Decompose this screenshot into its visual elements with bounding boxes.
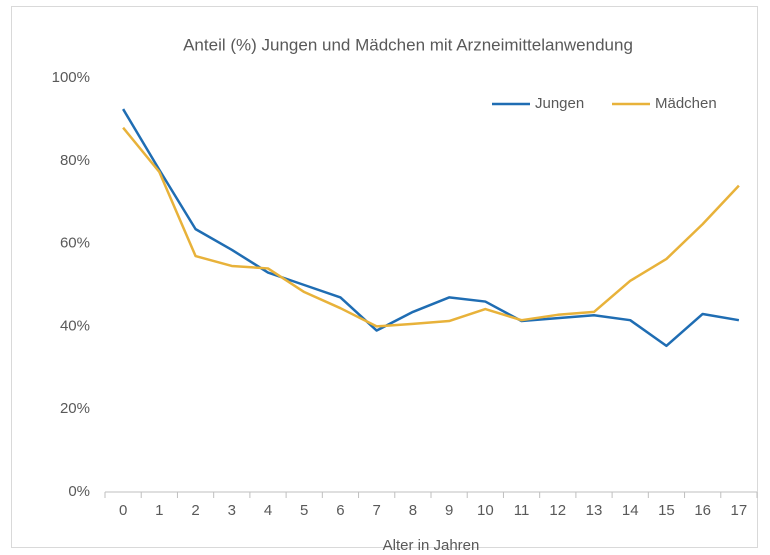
x-tick-label: 2 [191,502,199,519]
chart-frame [11,6,758,548]
x-tick-label: 9 [445,502,453,519]
chart-title: Anteil (%) Jungen und Mädchen mit Arznei… [183,35,633,54]
x-tick-label: 10 [477,502,494,519]
series-line [122,126,740,328]
y-tick-label: 20% [60,400,90,417]
legend-label: Jungen [535,95,584,112]
x-tick-label: 5 [300,502,308,519]
x-tick-label: 11 [514,502,530,519]
y-tick-label: 60% [60,235,90,252]
x-tick-label: 1 [155,502,163,519]
x-tick-label: 4 [264,502,272,519]
x-tick-label: 8 [409,502,417,519]
x-tick-label: 15 [658,502,675,519]
x-tick-label: 14 [622,502,639,519]
x-tick-label: 7 [372,502,380,519]
x-tick-label: 17 [731,502,748,519]
y-tick-label: 100% [52,69,90,86]
x-tick-label: 0 [119,502,127,519]
x-tick-label: 3 [228,502,236,519]
x-tick-label: 13 [586,502,603,519]
y-tick-label: 40% [60,317,90,334]
y-tick-label: 0% [68,483,90,500]
y-tick-label: 80% [60,152,90,169]
x-tick-label: 6 [336,502,344,519]
x-tick-label: 16 [694,502,711,519]
x-tick-label: 12 [549,502,566,519]
x-axis-label: Alter in Jahren [383,537,480,554]
legend-label: Mädchen [655,95,717,112]
series-line [122,108,740,348]
